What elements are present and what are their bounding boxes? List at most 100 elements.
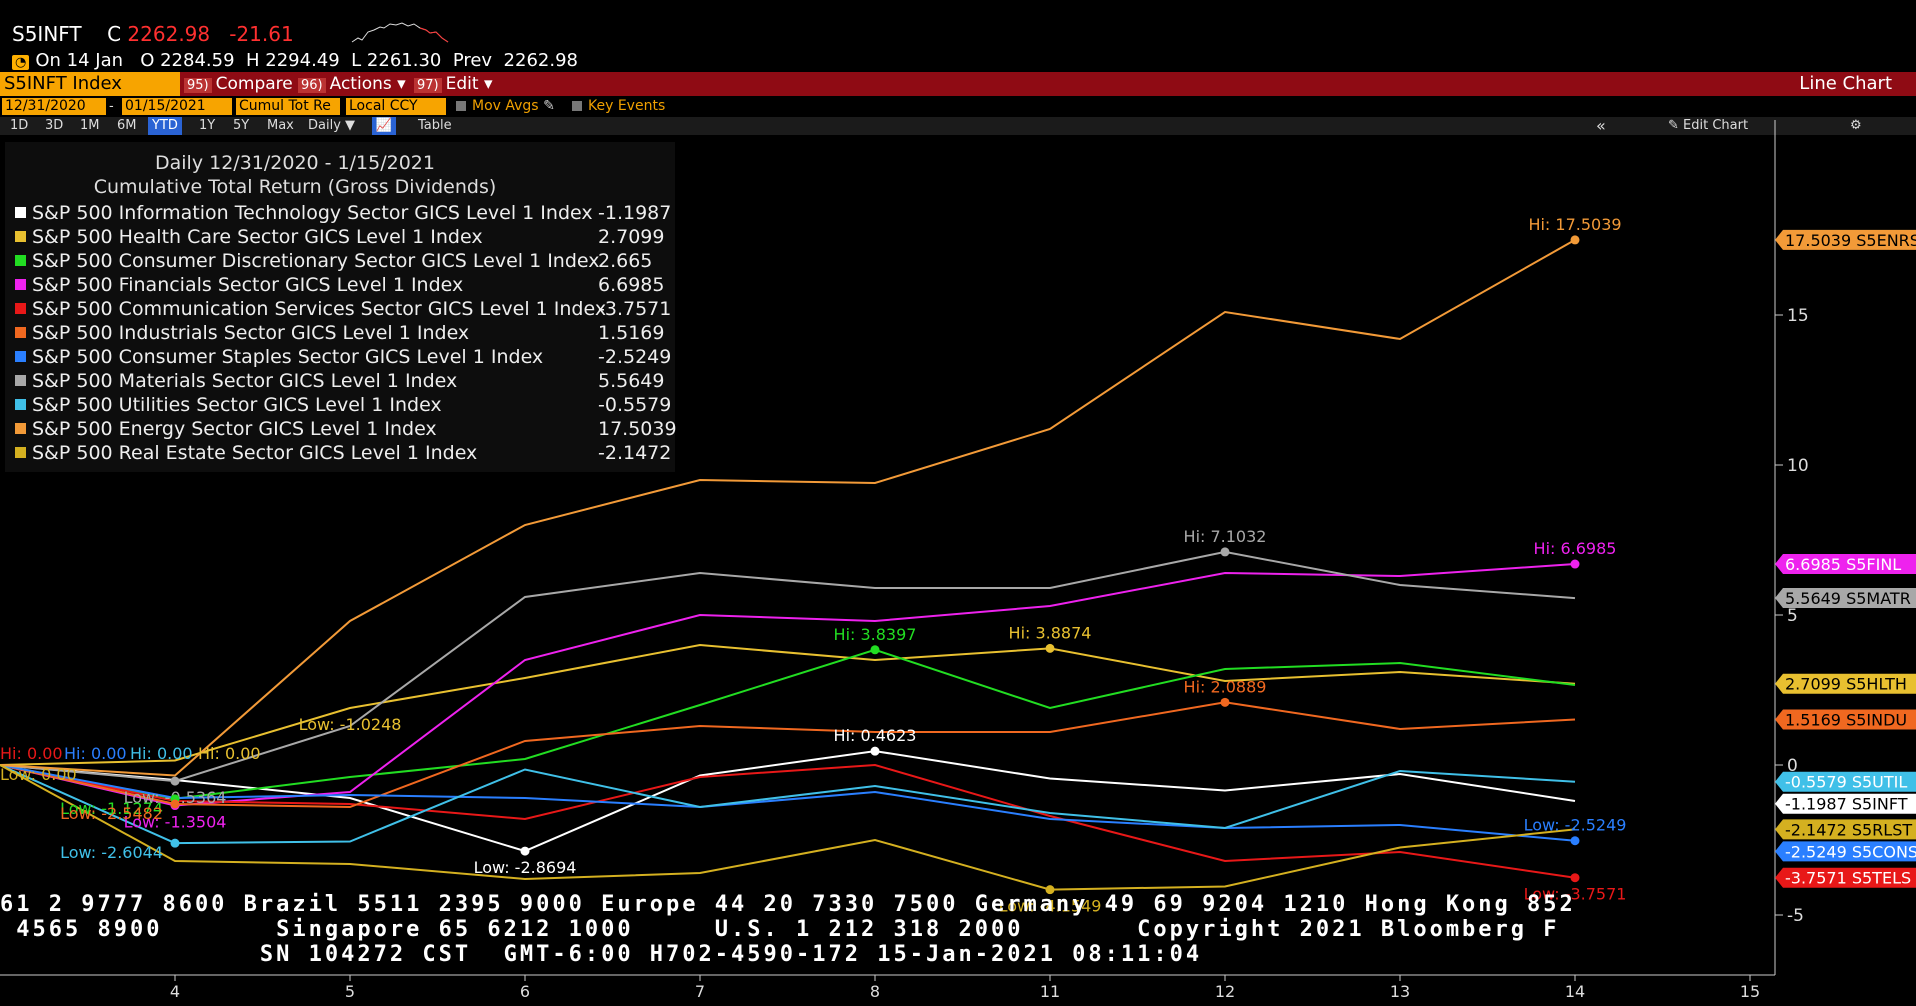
key-events-checkbox[interactable]: Key Events (572, 98, 665, 115)
series-line-s5enrs (0, 239, 1576, 777)
series-value-tag: -3.7571 S5TELS (1775, 867, 1916, 888)
date-label: On 14 Jan (35, 50, 124, 71)
annotation-label: Low: -2.5249 (1524, 816, 1627, 835)
tag-background (1775, 841, 1916, 862)
tag-background (1775, 867, 1916, 888)
legend-series-name: S&P 500 Energy Sector GICS Level 1 Index (32, 418, 437, 440)
tag-background (1775, 229, 1916, 250)
legend-series-value: -0.5579 (598, 394, 672, 416)
legend-series-name: S&P 500 Information Technology Sector GI… (32, 202, 593, 224)
start-date-field[interactable]: 12/31/2020 (2, 98, 106, 115)
x-tick-label: 5 (345, 982, 355, 1000)
edit-number: 97) (414, 78, 442, 93)
x-tick-label: 7 (695, 982, 705, 1000)
legend-swatch (15, 447, 26, 458)
pencil-icon[interactable]: ✎ (543, 98, 555, 114)
tag-label: -0.5579 S5UTIL (1785, 773, 1907, 792)
y-tick-label: 10 (1787, 456, 1809, 476)
annotation-label: Hi: 0.00 (130, 744, 193, 763)
legend-swatch (15, 279, 26, 290)
legend-swatch (15, 255, 26, 266)
legend-item: S&P 500 Real Estate Sector GICS Level 1 … (15, 442, 671, 464)
table-button[interactable]: Table (418, 118, 452, 133)
series-value-tag: -2.1472 S5RLST (1775, 819, 1916, 840)
legend-series-name: S&P 500 Industrials Sector GICS Level 1 … (32, 322, 470, 344)
annotation-dot (170, 838, 180, 848)
period-1y[interactable]: 1Y (199, 118, 216, 133)
annotation-dot (1570, 873, 1580, 883)
series-line-s5matr (0, 550, 1576, 783)
period-max[interactable]: Max (267, 118, 294, 133)
annotation-label: Hi: 3.8874 (1009, 623, 1092, 642)
annotation-label: Hi: 2.0889 (1184, 677, 1267, 696)
frequency-dropdown[interactable]: Daily ▼ (308, 118, 356, 133)
legend-series-name: S&P 500 Communication Services Sector GI… (32, 298, 607, 320)
edit-button[interactable]: 97) Edit ▾ (414, 72, 492, 96)
period-5y[interactable]: 5Y (233, 118, 250, 133)
x-tick-label: 13 (1390, 982, 1410, 1000)
actions-button[interactable]: 96) Actions ▾ (298, 72, 406, 96)
y-tick-label: -5 (1787, 906, 1804, 926)
measure-field[interactable]: Cumul Tot Re (236, 98, 340, 115)
legend-item: S&P 500 Financials Sector GICS Level 1 I… (15, 274, 664, 296)
gear-icon[interactable]: ⚙ (1850, 118, 1862, 133)
prev-value: 2262.98 (503, 50, 578, 71)
chart-legend: Daily 12/31/2020 - 1/15/2021 Cumulative … (5, 142, 677, 472)
mov-avgs-checkbox[interactable]: Mov Avgs ✎ (456, 98, 555, 115)
annotation-dot (1570, 559, 1580, 569)
annotation-dot (1220, 697, 1230, 707)
y-tick-label: 15 (1787, 306, 1809, 326)
ohlc-line: ◔ On 14 Jan O 2284.59 H 2294.49 L 2261.30… (12, 50, 578, 71)
end-date-field[interactable]: 01/15/2021 (122, 98, 232, 115)
high-value: 2294.49 (265, 50, 340, 71)
tag-label: 5.5649 S5MATR (1785, 589, 1911, 608)
actions-label: Actions ▾ (329, 74, 406, 94)
intraday-icon[interactable]: ◔ (12, 55, 30, 70)
chart-style-icon[interactable]: 📈 (372, 117, 396, 135)
series-value-tag: 1.5169 S5INDU (1775, 709, 1916, 730)
compare-label: Compare (215, 74, 293, 94)
ticker-symbol: S5INFT (12, 22, 82, 46)
footer-contacts-1: 61 2 9777 8600 Brazil 5511 2395 9000 Eur… (0, 892, 1576, 917)
legend-item: S&P 500 Energy Sector GICS Level 1 Index… (15, 418, 677, 440)
pencil-icon: ✎ (1668, 118, 1679, 133)
annotation-dot (170, 776, 180, 786)
chart-title: Daily 12/31/2020 - 1/15/2021 (155, 152, 435, 174)
compare-button[interactable]: 95) Compare (184, 72, 293, 96)
series-value-tag: -2.5249 S5CONS (1775, 841, 1916, 862)
footer-contacts-2: 4565 8900 Singapore 65 6212 1000 U.S. 1 … (0, 917, 1560, 942)
legend-item: S&P 500 Consumer Discretionary Sector GI… (15, 250, 652, 272)
low-label: L (351, 50, 362, 71)
currency-field[interactable]: Local CCY (346, 98, 446, 115)
annotation-dot (1570, 836, 1580, 846)
annotation-label: Hi: 7.1032 (1184, 527, 1267, 546)
collapse-icon[interactable]: « (1596, 116, 1606, 135)
annotation-label: Hi: 0.4623 (834, 726, 917, 745)
series-line-s5indu (0, 701, 1576, 809)
series-line-s5cons (0, 764, 1576, 842)
period-6m[interactable]: 6M (117, 118, 137, 133)
edit-chart-button[interactable]: ✎ Edit Chart (1668, 117, 1748, 135)
annotation-label: Low: -2.6044 (60, 843, 163, 862)
legend-item: S&P 500 Communication Services Sector GI… (15, 298, 671, 320)
period-ytd[interactable]: YTD (148, 117, 182, 135)
prev-label: Prev (452, 50, 493, 71)
annotation-label: Low: -2.5482 (60, 804, 163, 823)
legend-series-name: S&P 500 Materials Sector GICS Level 1 In… (32, 370, 458, 392)
legend-item: S&P 500 Industrials Sector GICS Level 1 … (15, 322, 664, 344)
period-3d[interactable]: 3D (45, 118, 64, 133)
series-value-tag: 5.5649 S5MATR (1775, 588, 1916, 609)
series-value-tag: -1.1987 S5INFT (1775, 793, 1916, 814)
tag-background (1775, 588, 1916, 609)
series-line-s5util (0, 764, 1576, 845)
annotation-label: Hi: 3.8397 (834, 625, 917, 644)
period-1d[interactable]: 1D (10, 118, 29, 133)
annotation-label: Hi: 6.6985 (1534, 539, 1617, 558)
x-tick-label: 11 (1040, 982, 1060, 1000)
tag-label: 2.7099 S5HLTH (1785, 675, 1907, 694)
edit-label: Edit ▾ (445, 74, 493, 94)
series-line-s5tels (0, 763, 1576, 879)
annotation-dot (1045, 643, 1055, 653)
period-1m[interactable]: 1M (80, 118, 100, 133)
security-field[interactable]: S5INFT Index (0, 72, 180, 96)
